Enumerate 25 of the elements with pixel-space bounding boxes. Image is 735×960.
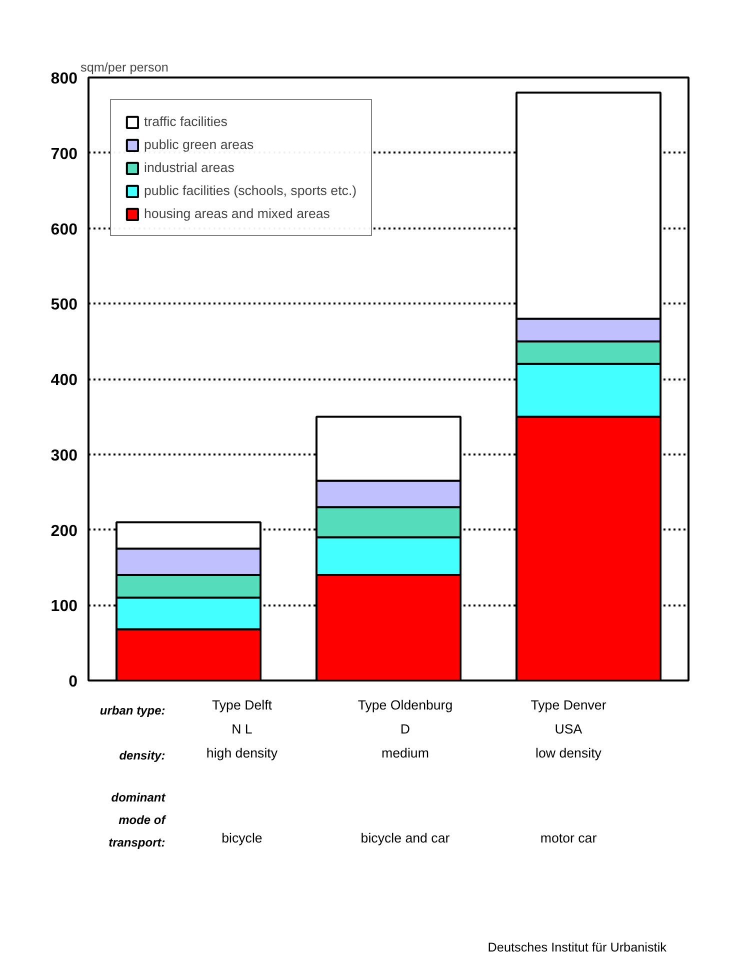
- legend-label: traffic facilities: [144, 114, 228, 129]
- text: motor car: [540, 830, 598, 846]
- text: density:: [119, 748, 166, 762]
- y-tick-label: 600: [50, 221, 78, 238]
- legend-label: public facilities (schools, sports etc.): [144, 183, 357, 198]
- y-tick-label: 400: [50, 372, 78, 389]
- y-tick-label: 800: [50, 70, 78, 88]
- y-tick-label: 0: [68, 674, 78, 690]
- y-tick-label: 100: [50, 598, 78, 616]
- x-tick-label: Type Oldenburg D medium: [358, 698, 453, 760]
- x-tick-label: Type Delft N L high density: [206, 698, 278, 760]
- text: bicycle: [222, 830, 262, 846]
- y-tick-label: 500: [50, 296, 78, 314]
- x-tick-label: Type Denver USA low density: [530, 698, 607, 760]
- y-tick-label: 700: [50, 146, 78, 163]
- legend-label: public green areas: [144, 137, 254, 152]
- y-tick-label: 300: [50, 447, 78, 464]
- text: Deutsches Institut für Urbanistik: [488, 940, 668, 954]
- y-axis-title: sqm/per person: [80, 60, 168, 74]
- text: urban type:: [100, 704, 166, 718]
- text: bicycle and car: [360, 830, 450, 846]
- text: dominant mode of transport:: [108, 790, 166, 850]
- legend-label: housing areas and mixed areas: [144, 206, 330, 221]
- legend-label: industrial areas: [144, 160, 234, 175]
- y-tick-label: 200: [50, 522, 78, 540]
